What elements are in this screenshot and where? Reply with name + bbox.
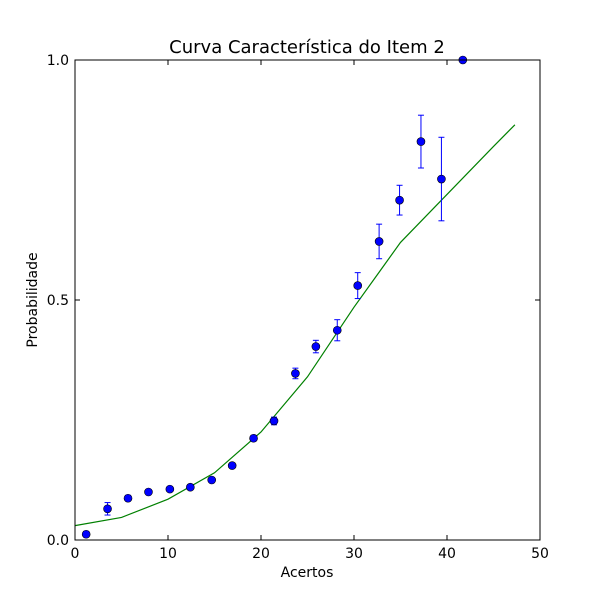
data-point xyxy=(81,529,91,539)
y-axis-label: Probabilidade xyxy=(25,252,41,347)
data-point xyxy=(165,484,175,494)
plot-frame xyxy=(74,59,541,541)
data-point xyxy=(103,504,112,514)
data-point xyxy=(416,137,426,146)
x-tick-label: 10 xyxy=(159,546,177,562)
data-point xyxy=(227,461,237,470)
data-point xyxy=(437,174,446,184)
x-tick-label: 0 xyxy=(71,546,80,562)
data-point xyxy=(144,487,153,497)
x-axis-label: Acertos xyxy=(281,565,334,581)
axes: 0 10 20 30 40 50 0.0 0.5 1.0 xyxy=(47,53,549,562)
y-tick-label: 1.0 xyxy=(47,53,69,69)
x-tick-label: 30 xyxy=(345,546,363,562)
data-point xyxy=(353,281,363,290)
data-point xyxy=(269,416,279,426)
data-point xyxy=(207,475,217,485)
x-tick-label: 50 xyxy=(531,546,549,562)
y-tick-label: 0.0 xyxy=(47,533,69,549)
data-point xyxy=(249,433,258,443)
data-point xyxy=(291,369,300,378)
x-tick-label: 20 xyxy=(252,546,270,562)
plot-area xyxy=(74,55,516,539)
data-point xyxy=(123,493,133,503)
x-tick-label: 40 xyxy=(438,546,456,562)
data-point xyxy=(395,195,404,205)
data-point xyxy=(186,482,195,492)
y-tick-label: 0.5 xyxy=(47,293,69,309)
data-point xyxy=(374,237,384,246)
data-point xyxy=(332,325,342,335)
fitted-curve-line xyxy=(74,124,516,527)
chart-title: Curva Característica do Item 2 xyxy=(169,37,445,58)
data-point xyxy=(311,342,321,351)
